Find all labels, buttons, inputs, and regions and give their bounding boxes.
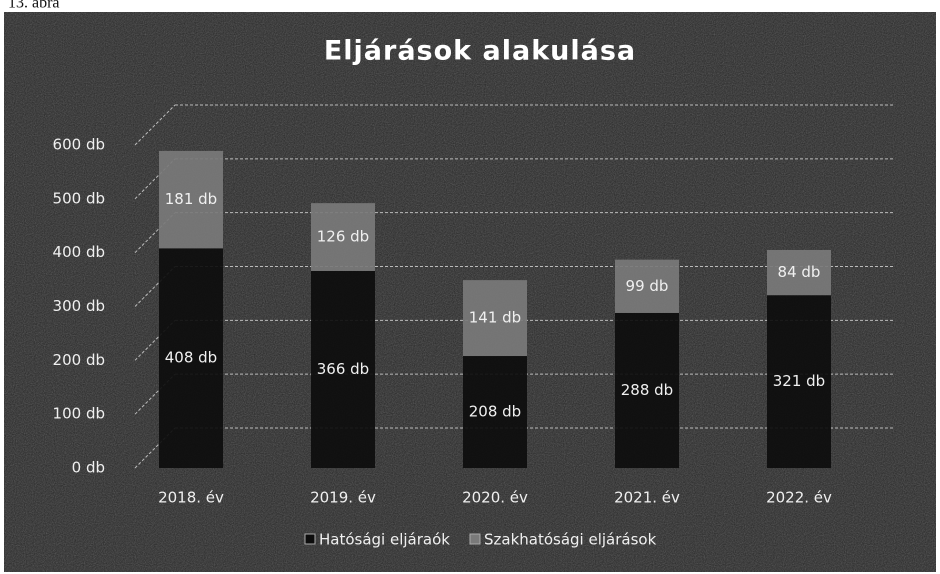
bar-segment	[615, 259, 679, 313]
legend-swatch	[304, 533, 316, 545]
bar-segment	[311, 203, 375, 271]
y-tick-label: 100 db	[53, 405, 105, 423]
value-label: 408 db	[165, 349, 217, 367]
chart-title: Eljárások alakulása	[324, 36, 636, 67]
y-tick-label: 500 db	[53, 189, 105, 207]
y-tick-label: 0 db	[72, 459, 105, 477]
bar-segment	[159, 248, 223, 468]
bar-segment	[463, 356, 527, 468]
caption: 13. ábra	[8, 0, 60, 12]
bar-segment	[463, 280, 527, 357]
bar-segment	[615, 312, 679, 468]
value-label: 84 db	[778, 263, 821, 281]
value-label: 208 db	[469, 403, 521, 421]
legend-label: Hatósági eljáraók	[319, 531, 450, 549]
value-label: 321 db	[773, 372, 825, 390]
value-label: 141 db	[469, 309, 521, 327]
bar-segment	[159, 150, 223, 249]
x-tick-label: 2020. év	[462, 489, 528, 507]
x-tick-label: 2019. év	[310, 489, 376, 507]
legend-label: Szakhatósági eljárások	[484, 531, 657, 549]
bar-segment	[767, 295, 831, 468]
value-label: 126 db	[317, 228, 369, 246]
x-tick-label: 2022. év	[766, 489, 832, 507]
value-label: 181 db	[165, 190, 217, 208]
y-tick-label: 400 db	[53, 243, 105, 261]
y-tick-label: 300 db	[53, 297, 105, 315]
bar-segment	[311, 270, 375, 468]
x-tick-label: 2021. év	[614, 489, 680, 507]
y-tick-label: 200 db	[53, 351, 105, 369]
bar-segment	[767, 249, 831, 296]
value-label: 288 db	[621, 381, 673, 399]
legend-swatch	[469, 533, 481, 545]
y-tick-label: 600 db	[53, 136, 105, 154]
grid-line	[134, 104, 176, 146]
value-label: 99 db	[626, 277, 669, 295]
x-tick-label: 2018. év	[158, 489, 224, 507]
value-label: 366 db	[317, 360, 369, 378]
